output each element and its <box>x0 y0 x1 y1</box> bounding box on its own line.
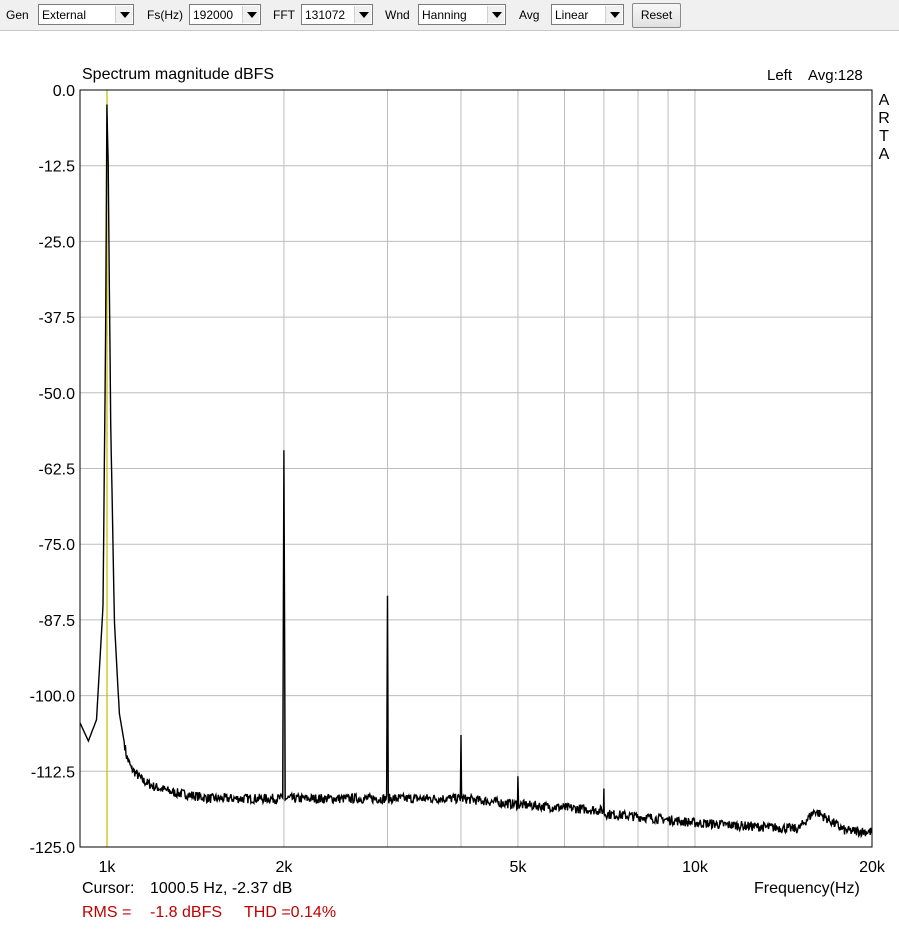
chevron-down-icon[interactable] <box>605 6 622 23</box>
y-tick-label: -62.5 <box>39 462 76 479</box>
chevron-down-icon[interactable] <box>115 6 132 23</box>
gen-select[interactable]: External <box>38 4 134 25</box>
fs-label: Fs(Hz) <box>147 8 183 22</box>
y-tick-label: -37.5 <box>39 310 76 327</box>
y-tick-label: -100.0 <box>30 689 75 706</box>
brand-letter: A <box>878 92 890 109</box>
reset-button[interactable]: Reset <box>632 3 681 28</box>
grid <box>80 89 873 848</box>
thd-value: THD =0.14% <box>244 904 337 921</box>
x-tick-label: 10k <box>682 859 709 876</box>
y-tick-label: -50.0 <box>39 386 76 403</box>
channel-label: Left <box>767 67 793 84</box>
chart-title: Spectrum magnitude dBFS <box>82 66 275 83</box>
y-axis: 0.0 -12.5 -25.0 -37.5 -50.0 -62.5 -75.0 -87.5 -1… <box>30 83 75 857</box>
rms-label: RMS = <box>82 904 132 921</box>
wnd-select-value: Hanning <box>422 8 467 22</box>
wnd-select[interactable]: Hanning <box>418 4 506 25</box>
chevron-down-icon[interactable] <box>242 6 259 23</box>
y-tick-label: -87.5 <box>39 613 76 630</box>
avg-select[interactable]: Linear <box>551 4 624 25</box>
fs-select[interactable]: 192000 <box>189 4 261 25</box>
wnd-label: Wnd <box>385 8 410 22</box>
chevron-down-icon[interactable] <box>354 6 371 23</box>
avg-label: Avg <box>519 8 540 22</box>
x-tick-label: 2k <box>275 859 293 876</box>
gen-label: Gen <box>6 8 29 22</box>
y-tick-label: -25.0 <box>39 234 76 251</box>
brand-letter: T <box>879 128 889 145</box>
y-tick-label: -75.0 <box>39 537 76 554</box>
cursor-readout: 1000.5 Hz, -2.37 dB <box>150 880 293 897</box>
y-tick-label: 0.0 <box>53 83 75 100</box>
y-tick-label: -112.5 <box>31 764 75 781</box>
x-axis-label: Frequency(Hz) <box>754 880 860 897</box>
avg-count: Avg:128 <box>808 67 863 84</box>
fft-select-value: 131072 <box>305 8 346 22</box>
y-tick-label: -125.0 <box>30 840 75 857</box>
y-tick-label: -12.5 <box>39 159 76 176</box>
fs-select-value: 192000 <box>193 8 234 22</box>
brand-letters: A R T A <box>876 92 892 164</box>
spectrum-trace <box>79 104 873 839</box>
x-tick-label: 20k <box>859 859 886 876</box>
toolbar: Gen External Fs(Hz) 192000 FFT 131072 Wn… <box>0 0 899 31</box>
rms-value: -1.8 dBFS <box>150 904 223 921</box>
cursor-label: Cursor: <box>82 880 135 897</box>
gen-select-value: External <box>42 8 87 22</box>
x-axis: 1k 2k 5k 10k 20k <box>98 859 885 876</box>
avg-select-value: Linear <box>555 8 589 22</box>
plot-frame <box>79 89 873 848</box>
x-tick-label: 5k <box>509 859 527 876</box>
x-tick-label: 1k <box>98 859 116 876</box>
brand-letter: R <box>878 110 890 127</box>
chevron-down-icon[interactable] <box>487 6 504 23</box>
brand-letter: A <box>878 146 890 163</box>
fft-select[interactable]: 131072 <box>301 4 373 25</box>
fft-label: FFT <box>273 8 295 22</box>
